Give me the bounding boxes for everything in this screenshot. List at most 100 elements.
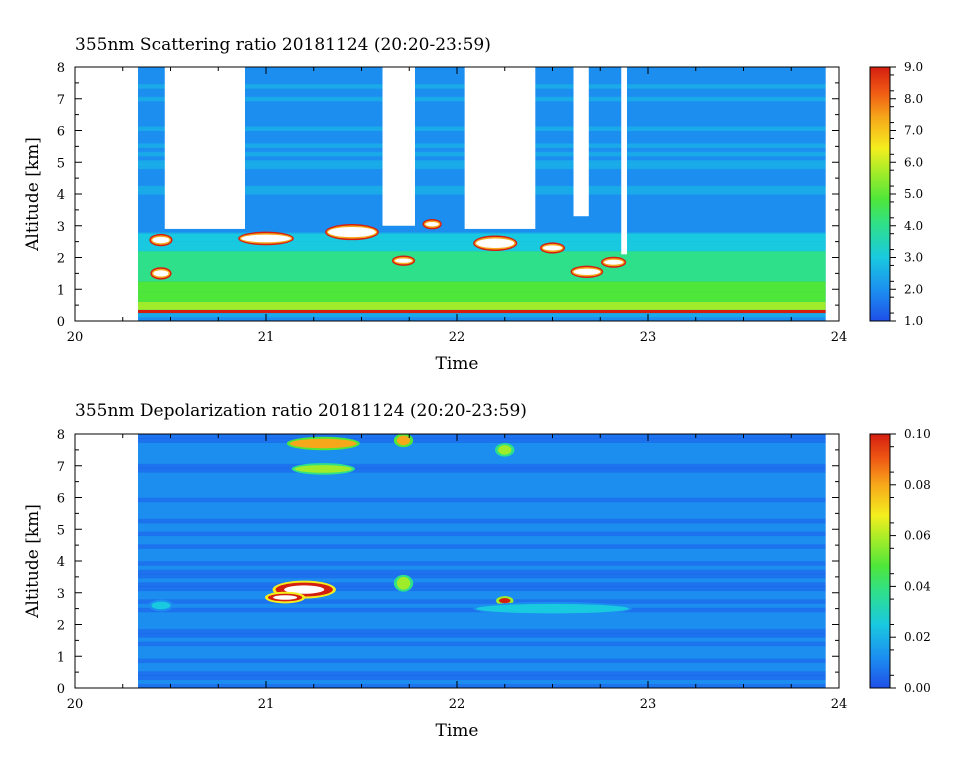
depol-feature-saturated	[284, 585, 325, 594]
texture-band	[138, 654, 826, 659]
texture-band	[138, 535, 826, 541]
y-tick-label: 4	[57, 555, 65, 570]
texture-band	[138, 594, 826, 600]
texture-band	[138, 518, 826, 524]
y-tick-label: 5	[57, 523, 65, 538]
texture-band	[138, 510, 826, 515]
y-tick-label: 1	[57, 650, 65, 665]
texture-band	[138, 463, 826, 469]
boundary-layer-band	[138, 301, 826, 310]
texture-band	[138, 489, 826, 494]
y-tick-label: 5	[57, 156, 65, 171]
cloud-feature-saturated	[425, 221, 439, 227]
x-axis: 20 21 22 23 24	[67, 434, 847, 712]
x-axis-label: Time	[436, 721, 479, 741]
texture-band	[138, 455, 826, 460]
texture-band	[138, 649, 826, 655]
texture-band	[138, 467, 826, 473]
y-tick-label: 0	[57, 315, 65, 330]
texture-band	[138, 590, 826, 596]
texture-band	[138, 573, 826, 579]
depol-feature	[289, 438, 357, 449]
x-tick-label: 20	[67, 330, 84, 345]
depol-feature	[499, 598, 511, 604]
texture-band	[138, 637, 826, 642]
texture-band	[138, 671, 826, 676]
colorbar-tick-label: 7.0	[904, 124, 923, 138]
x-tick-label: 22	[449, 330, 466, 345]
x-tick-label: 24	[831, 330, 848, 345]
texture-band	[138, 632, 826, 638]
texture-band	[138, 577, 826, 583]
texture-band	[138, 438, 826, 443]
texture-band	[138, 675, 826, 681]
no-data-gap	[164, 67, 245, 229]
texture-band	[138, 480, 826, 486]
colorbar-ticks: 1.0 2.0 3.0 4.0 5.0 6.0 7.0 8.0 9.0	[890, 60, 923, 328]
texture-band	[138, 514, 826, 520]
texture-band	[138, 472, 826, 477]
texture-band	[138, 531, 826, 537]
y-tick-label: 1	[57, 283, 65, 298]
texture-band	[138, 569, 826, 575]
x-tick-label: 23	[640, 330, 657, 345]
texture-band	[138, 548, 826, 554]
y-tick-label: 2	[57, 619, 65, 634]
texture-band	[138, 662, 826, 668]
x-axis: 20 21 22 23 24	[67, 67, 848, 345]
texture-band	[138, 539, 826, 545]
colorbar-tick-label: 1.0	[904, 314, 923, 328]
colorbar	[869, 433, 891, 689]
depol-feature-saturated	[273, 595, 298, 600]
y-tick-label: 8	[57, 428, 65, 443]
cloud-feature-saturated	[573, 268, 601, 275]
cloud-feature-saturated	[241, 234, 291, 243]
boundary-layer-band	[138, 281, 826, 293]
no-data-gap	[382, 67, 415, 226]
texture-band	[138, 497, 826, 503]
y-tick-label: 7	[57, 93, 65, 108]
y-axis: 0 1 2 3 4 5 6 7 8	[57, 428, 839, 697]
boundary-layer-band	[138, 292, 826, 302]
colorbar-tick-label: 0.08	[904, 478, 931, 492]
texture-band	[138, 616, 826, 621]
colorbar-tick-label: 0.10	[904, 427, 931, 441]
texture-band	[138, 628, 826, 634]
texture-band	[138, 476, 826, 482]
texture-band	[138, 556, 826, 562]
texture-band	[138, 434, 826, 439]
y-tick-label: 3	[57, 587, 65, 602]
colorbar-tick-label: 0.04	[904, 579, 931, 593]
texture-band	[138, 565, 826, 570]
colorbar-tick-label: 4.0	[904, 219, 923, 233]
cloud-feature-saturated	[604, 259, 624, 265]
y-tick-label: 7	[57, 460, 65, 475]
texture-band	[138, 620, 826, 625]
boundary-layer-band	[138, 309, 826, 314]
texture-band	[138, 505, 826, 511]
chart-title: 355nm Depolarization ratio 20181124 (20:…	[75, 401, 527, 421]
texture-band	[138, 544, 826, 549]
colorbar-tick-label: 5.0	[904, 187, 923, 201]
cloud-feature-saturated	[542, 245, 563, 251]
texture-band	[138, 493, 826, 498]
cloud-feature-saturated	[394, 258, 413, 263]
colorbar-tick-label: 8.0	[904, 92, 923, 106]
cloud-feature-saturated	[152, 236, 170, 244]
texture-band	[138, 586, 826, 592]
heatmap-area	[138, 67, 826, 321]
x-tick-label: 21	[258, 330, 275, 345]
no-data-gap	[573, 67, 589, 217]
y-tick-label: 4	[57, 188, 65, 203]
scattering-ratio-panel: 355nm Scattering ratio 20181124 (20:20-2…	[23, 35, 923, 374]
colorbar-tick-label: 0.02	[904, 630, 931, 644]
texture-band	[138, 683, 826, 688]
texture-band	[138, 599, 826, 604]
texture-band	[138, 442, 826, 448]
y-tick-label: 0	[57, 682, 65, 697]
texture-band	[138, 582, 826, 587]
colorbar-tick-label: 0.06	[904, 529, 931, 543]
x-tick-label: 20	[67, 697, 84, 712]
texture-band	[138, 459, 826, 465]
